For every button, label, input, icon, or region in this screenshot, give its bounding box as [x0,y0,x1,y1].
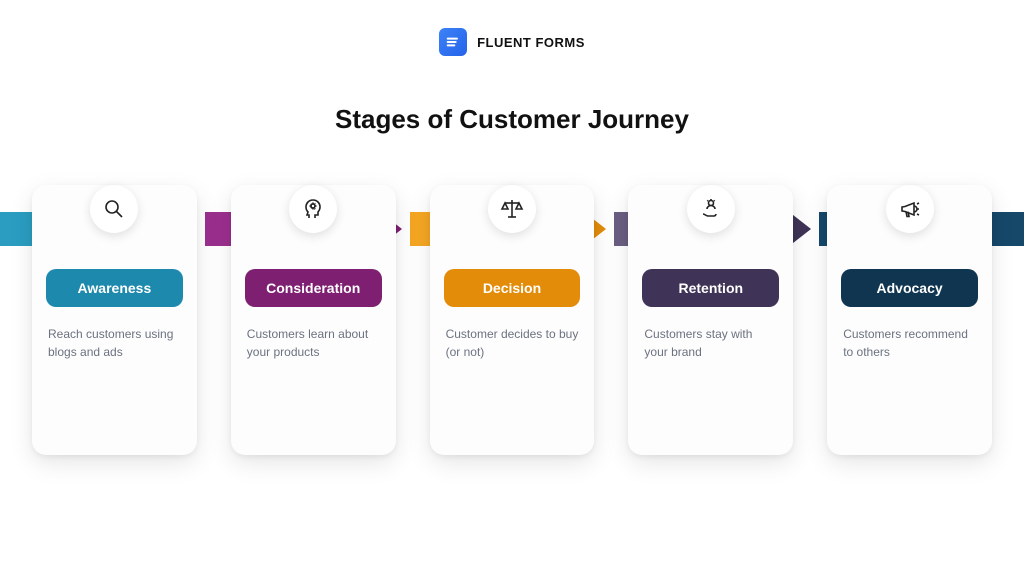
stage-card-retention: Retention Customers stay with your brand [628,185,793,455]
stage-description: Customers stay with your brand [642,325,779,361]
stage-description: Customers learn about your products [245,325,382,361]
brand-header: FLUENT FORMS [0,0,1024,56]
stage-label-pill: Decision [444,269,581,307]
megaphone-icon [886,185,934,233]
brand-name: FLUENT FORMS [477,35,585,50]
stage-description: Reach customers using blogs and ads [46,325,183,361]
stage-card-consideration: Consideration Customers learn about your … [231,185,396,455]
stage-card-awareness: Awareness Reach customers using blogs and… [32,185,197,455]
hand-person-icon [687,185,735,233]
magnifier-icon [90,185,138,233]
stage-label-pill: Retention [642,269,779,307]
scales-icon [488,185,536,233]
journey-diagram: Awareness Reach customers using blogs and… [0,209,1024,529]
stage-cards-row: Awareness Reach customers using blogs and… [0,185,1024,455]
stage-description: Customers recommend to others [841,325,978,361]
page-title: Stages of Customer Journey [0,104,1024,135]
brand-logo-icon [439,28,467,56]
stage-description: Customer decides to buy (or not) [444,325,581,361]
stage-label-pill: Consideration [245,269,382,307]
stage-card-advocacy: Advocacy Customers recommend to others [827,185,992,455]
stage-label-pill: Awareness [46,269,183,307]
stage-card-decision: Decision Customer decides to buy (or not) [430,185,595,455]
stage-label-pill: Advocacy [841,269,978,307]
head-gear-icon [289,185,337,233]
